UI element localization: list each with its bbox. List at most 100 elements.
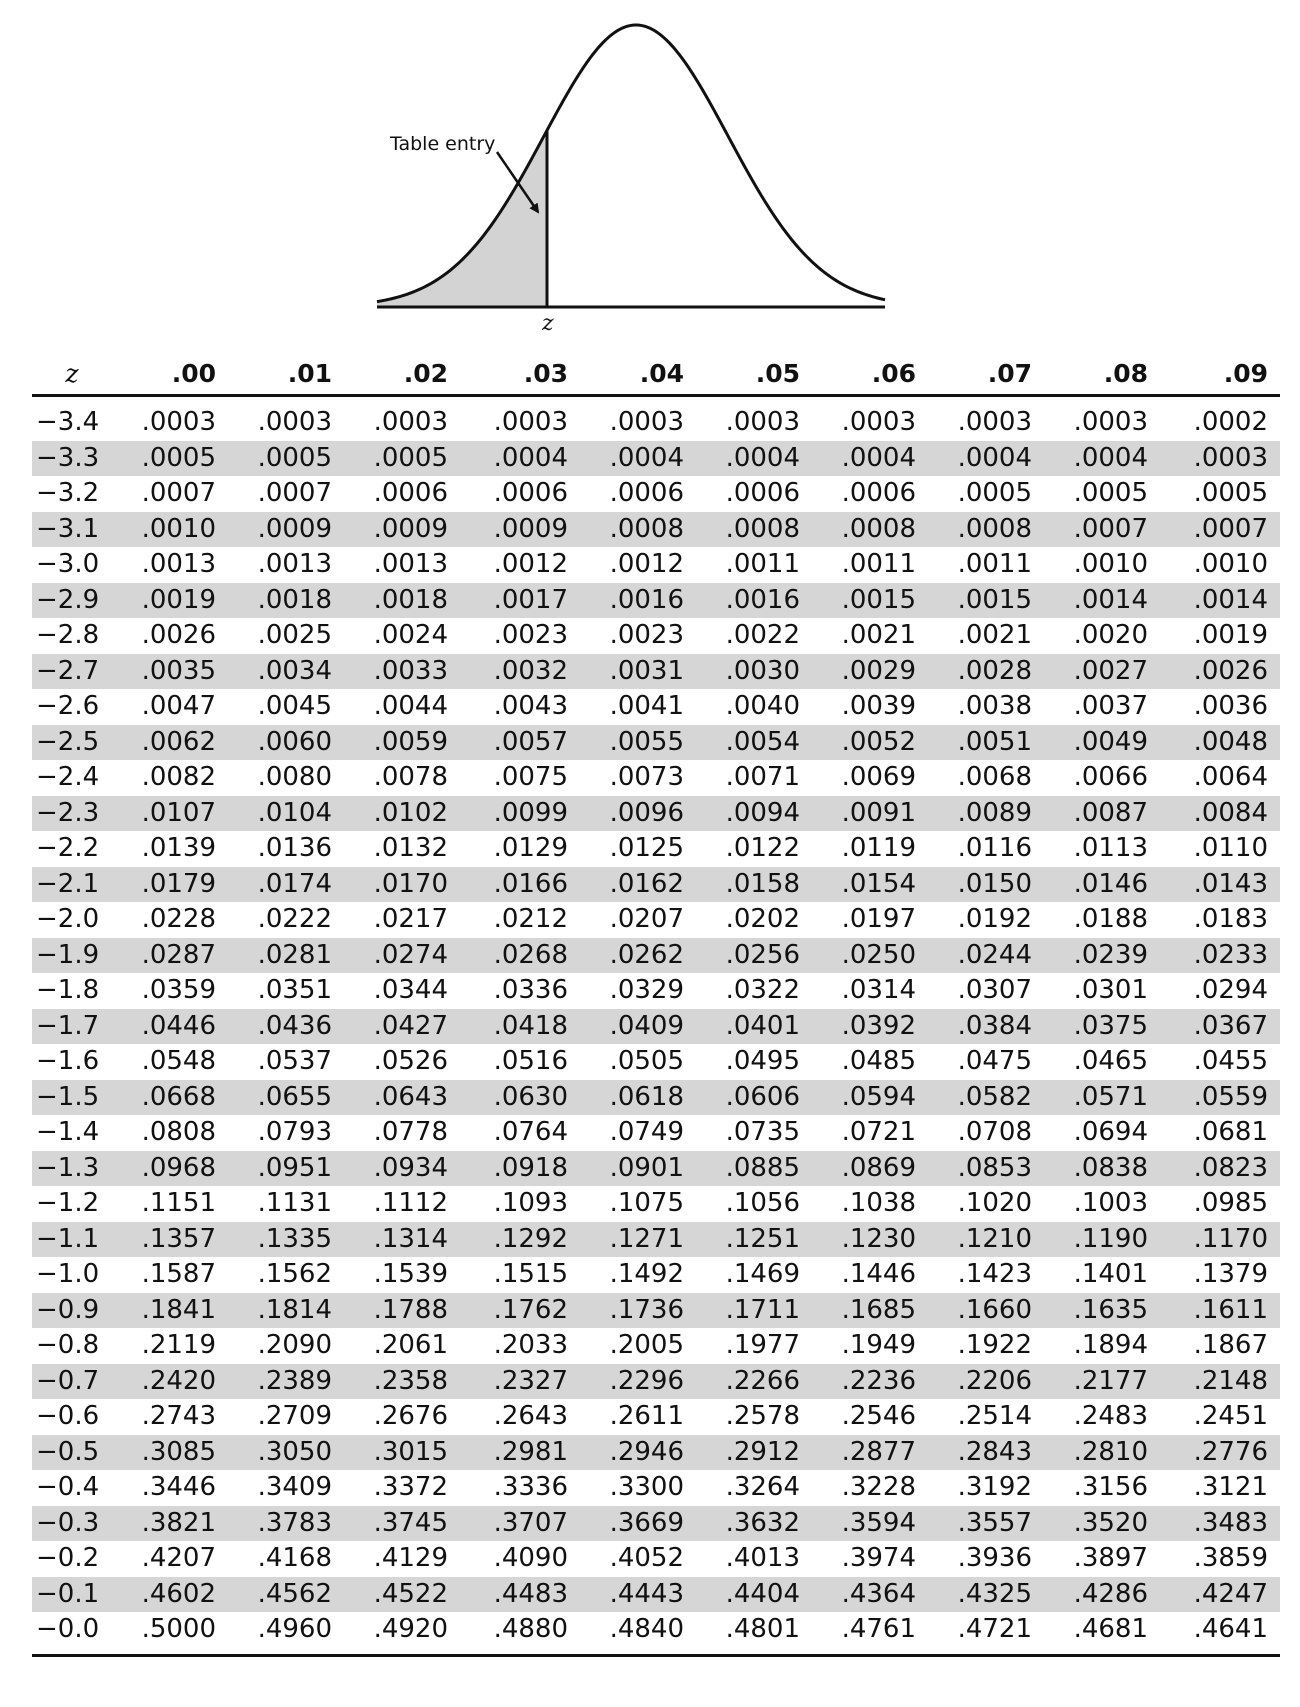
probability-cell: .0004	[1044, 440, 1160, 476]
probability-cell: .0582	[928, 1079, 1044, 1115]
probability-cell: .0681	[1193, 1117, 1268, 1148]
table-row: −0.0 .5000 .4960 .4920 .4880 .4840 .4801 .4761.…	[32, 1612, 1280, 1648]
probability-cell: .4364	[812, 1576, 928, 1612]
probability-cell: .0901	[580, 1150, 696, 1186]
probability-cell: .0129	[493, 833, 568, 864]
probability-cell: .0014	[1160, 582, 1280, 618]
probability-cell: .3936	[957, 1543, 1032, 1574]
probability-cell: .0008	[928, 511, 1044, 547]
probability-cell: .0035	[112, 653, 228, 689]
z-table: z .00.01.02.03.04.05.06.07.08.09 −3.4 .000…	[32, 352, 1280, 1648]
probability-cell: .0668	[112, 1079, 228, 1115]
probability-cell: .0006	[373, 478, 448, 509]
probability-cell: .1469	[725, 1259, 800, 1290]
probability-cell: .0015	[812, 582, 928, 618]
table-row: −1.0 .1587 .1562 .1539 .1515 .1492 .1469 .1446.…	[32, 1257, 1280, 1293]
probability-cell: .0630	[460, 1079, 580, 1115]
probability-cell: .0465	[1073, 1046, 1148, 1077]
probability-cell: .0143	[1160, 866, 1280, 902]
probability-cell: .3446	[141, 1472, 216, 1503]
probability-cell: .0418	[460, 1008, 580, 1044]
probability-cell: .3859	[1193, 1543, 1268, 1574]
header-col: .08	[1044, 352, 1160, 397]
probability-cell: .0091	[812, 795, 928, 831]
probability-cell: .1314	[344, 1221, 460, 1257]
table-row: −3.0 .0013 .0013 .0013 .0012 .0012 .0011 .0011.…	[32, 547, 1280, 583]
probability-cell: .0778	[373, 1117, 448, 1148]
probability-cell: .0044	[373, 691, 448, 722]
probability-cell: .0125	[609, 833, 684, 864]
table-row: −1.4 .0808 .0793 .0778 .0764 .0749 .0735 .0721.…	[32, 1115, 1280, 1151]
probability-cell: .0314	[841, 975, 916, 1006]
probability-cell: .0119	[841, 833, 916, 864]
probability-cell: .4013	[725, 1543, 800, 1574]
probability-cell: .1423	[957, 1259, 1032, 1290]
probability-cell: .4801	[725, 1614, 800, 1645]
z-value-cell: −1.0	[36, 1259, 100, 1290]
probability-cell: .0838	[1044, 1150, 1160, 1186]
table-entry-label: Table entry	[389, 133, 495, 155]
probability-cell: .0708	[957, 1117, 1032, 1148]
probability-cell: .0023	[493, 620, 568, 651]
probability-cell: .0032	[460, 653, 580, 689]
probability-cell: .0694	[1073, 1117, 1148, 1148]
table-row: −2.2 .0139 .0136 .0132 .0129 .0125 .0122 .0119.…	[32, 831, 1280, 867]
probability-cell: .0003	[841, 407, 916, 438]
probability-cell: .0885	[696, 1150, 812, 1186]
probability-cell: .4681	[1073, 1614, 1148, 1645]
probability-cell: .1210	[928, 1221, 1044, 1257]
probability-cell: .0068	[957, 762, 1032, 793]
header-col: .01	[228, 352, 344, 397]
probability-cell: .0102	[344, 795, 460, 831]
table-row: −3.3.0005.0005.0005.0004.0004.0004.0004.…	[32, 440, 1280, 476]
probability-cell: .0392	[812, 1008, 928, 1044]
probability-cell: .0024	[373, 620, 448, 651]
probability-cell: .0099	[460, 795, 580, 831]
z-value-cell: −0.1	[32, 1576, 112, 1612]
table-row: −2.7.0035.0034.0033.0032.0031.0030.0029.…	[32, 653, 1280, 689]
probability-cell: .0367	[1160, 1008, 1280, 1044]
normal-curve-figure: Table entry z	[376, 23, 886, 336]
probability-cell: .0359	[141, 975, 216, 1006]
probability-cell: .0192	[957, 904, 1032, 935]
probability-cell: .0823	[1160, 1150, 1280, 1186]
probability-cell: .0008	[580, 511, 696, 547]
probability-cell: .0003	[141, 407, 216, 438]
probability-cell: .2119	[141, 1330, 216, 1361]
probability-cell: .0222	[257, 904, 332, 935]
probability-cell: .1841	[112, 1292, 228, 1328]
probability-cell: .2296	[580, 1363, 696, 1399]
probability-cell: .0014	[1044, 582, 1160, 618]
probability-cell: .0078	[373, 762, 448, 793]
probability-cell: .1762	[460, 1292, 580, 1328]
probability-cell: .0951	[228, 1150, 344, 1186]
probability-cell: .0062	[112, 724, 228, 760]
probability-cell: .0019	[1193, 620, 1268, 651]
z-value-cell: −0.7	[32, 1363, 112, 1399]
z-value-cell: −0.6	[36, 1401, 100, 1432]
z-value-cell: −3.2	[36, 478, 100, 509]
probability-cell: .0003	[257, 407, 332, 438]
probability-cell: .1635	[1044, 1292, 1160, 1328]
z-value-cell: −2.6	[36, 691, 100, 722]
probability-cell: .3264	[725, 1472, 800, 1503]
z-value-cell: −2.1	[32, 866, 112, 902]
probability-cell: .3372	[373, 1472, 448, 1503]
probability-cell: .0011	[957, 549, 1032, 580]
probability-cell: .0336	[493, 975, 568, 1006]
probability-cell: .4286	[1044, 1576, 1160, 1612]
probability-cell: .2676	[373, 1401, 448, 1432]
probability-cell: .2236	[812, 1363, 928, 1399]
probability-cell: .2546	[841, 1401, 916, 1432]
table-row: −1.8 .0359 .0351 .0344 .0336 .0329 .0322 .0314.…	[32, 973, 1280, 1009]
probability-cell: .0009	[344, 511, 460, 547]
z-value-cell: −0.9	[32, 1292, 112, 1328]
probability-cell: .1093	[493, 1188, 568, 1219]
probability-cell: .1736	[580, 1292, 696, 1328]
probability-cell: .0057	[460, 724, 580, 760]
probability-cell: .0013	[373, 549, 448, 580]
probability-cell: .0475	[957, 1046, 1032, 1077]
probability-cell: .2177	[1044, 1363, 1160, 1399]
probability-cell: .0436	[228, 1008, 344, 1044]
probability-cell: .0004	[580, 440, 696, 476]
